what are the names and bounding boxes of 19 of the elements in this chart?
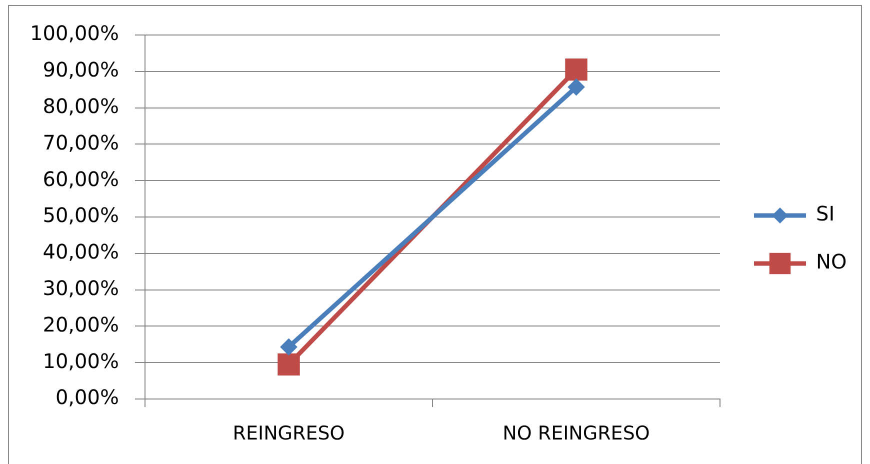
y-tick-label: 30,00%: [42, 276, 119, 300]
y-tick-label: 20,00%: [42, 312, 119, 336]
point: [565, 58, 588, 81]
point: [280, 338, 298, 356]
legend-label: NO: [816, 250, 847, 274]
y-tick-label: 100,00%: [30, 21, 119, 46]
y-tick-label: 60,00%: [42, 166, 119, 191]
y-tick-label: 70,00%: [42, 130, 119, 154]
point: [278, 353, 300, 376]
legend-label: SI: [816, 202, 835, 226]
x-tick-label: NO REINGRESO: [502, 422, 650, 444]
y-tick-label: 90,00%: [42, 58, 119, 82]
point: [568, 78, 585, 96]
y-tick-label: 50,00%: [42, 203, 119, 228]
y-tick-label: 80,00%: [42, 94, 119, 118]
x-tick-label: REINGRESO: [232, 422, 345, 444]
y-tick-label: 40,00%: [42, 240, 119, 264]
y-tick-label: 10,00%: [42, 348, 119, 373]
y-tick-label: 0,00%: [55, 385, 119, 410]
